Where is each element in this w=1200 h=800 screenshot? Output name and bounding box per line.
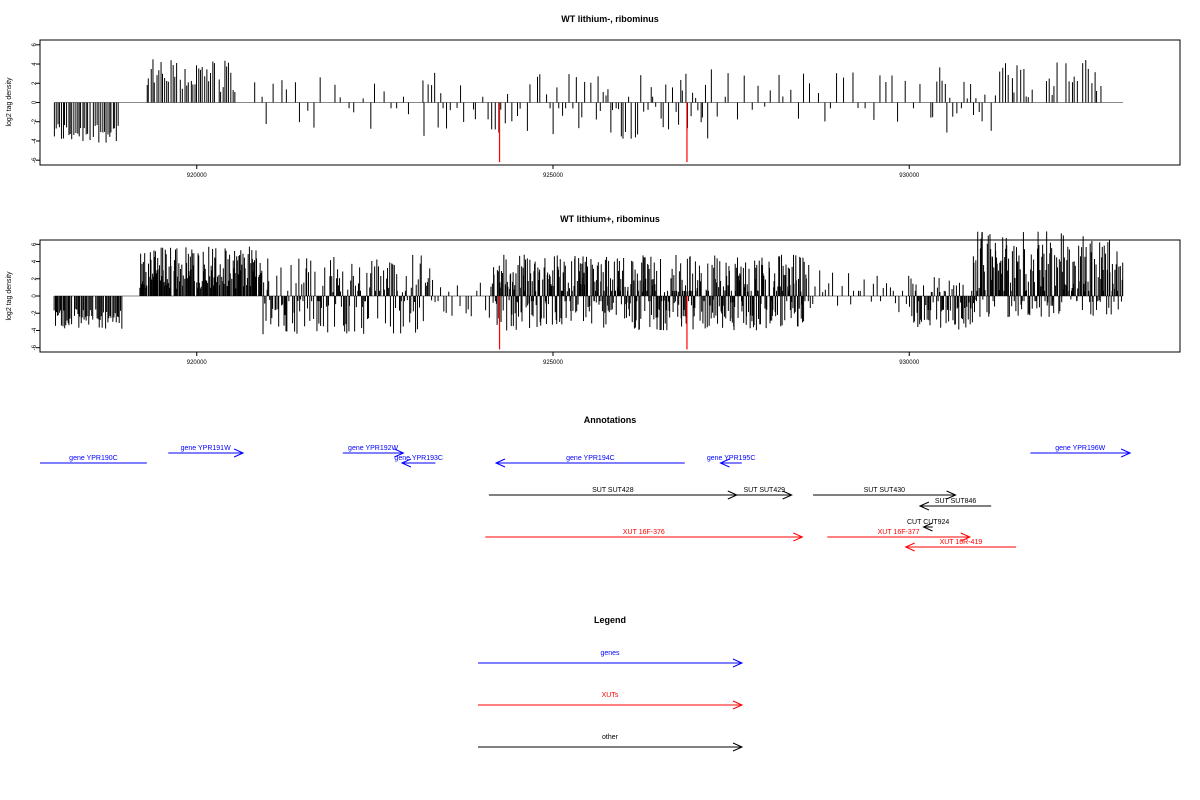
- feature-label: CUT CUT924: [907, 519, 949, 526]
- feature-label: SUT SUT430: [864, 487, 906, 494]
- feature-label: gene YPR193C: [394, 455, 443, 462]
- panel-2-title: WT lithium+, ribominus: [560, 214, 660, 224]
- feature-arrow: [168, 448, 245, 458]
- feature-label: XUT 16F-377: [878, 529, 920, 536]
- feature-arrow: [736, 490, 793, 500]
- x-tick-label: 925000: [543, 360, 564, 366]
- y-tick-label: -4: [32, 138, 38, 144]
- y-tick-label: 4: [32, 259, 38, 263]
- feature-arrow: [918, 501, 992, 511]
- feature-label: gene YPR196W: [1055, 445, 1105, 452]
- y-tick-label: -2: [32, 118, 38, 124]
- legend-panel: Legend genes XUTs other: [478, 615, 744, 752]
- feature-arrow: [342, 448, 405, 458]
- feature-arrow: [485, 532, 804, 542]
- feature-arrow: [827, 532, 972, 542]
- y-tick-label: -6: [32, 157, 38, 163]
- feature-label: XUT 16F-376: [623, 529, 665, 536]
- x-tick-label: 930000: [899, 360, 920, 366]
- feature-label: SUT SUT428: [592, 487, 634, 494]
- x-tick-label: 930000: [899, 173, 920, 179]
- y-tick-label: 0: [32, 100, 38, 104]
- feature-arrow: [494, 458, 685, 468]
- y-tick-label: 2: [32, 81, 38, 85]
- y-tick-label: -6: [32, 344, 38, 350]
- x-tick-label: 920000: [187, 360, 208, 366]
- legend-label: genes: [600, 650, 620, 657]
- legend-title: Legend: [594, 615, 626, 625]
- legend-label: XUTs: [602, 692, 619, 699]
- annotations-title: Annotations: [584, 415, 637, 425]
- panel-2-ylabel: log2 tag density: [6, 271, 13, 321]
- annotations-panel: Annotations gene YPR190C gene YPR191W gene…: [40, 415, 1132, 552]
- y-tick-label: 0: [32, 294, 38, 298]
- feature-label: SUT SUT846: [935, 498, 977, 505]
- feature-arrow: [1030, 448, 1132, 458]
- feature-label: gene YPR194C: [566, 455, 615, 462]
- feature-label: gene YPR195C: [707, 455, 756, 462]
- feature-arrow: [719, 458, 742, 468]
- feature-arrow: [400, 458, 436, 468]
- legend-arrow: [478, 658, 744, 668]
- panel-2-axes: -6 -4 -2 0 2 4 6 920000 925000 930000: [32, 242, 920, 366]
- feature-arrow: [813, 490, 957, 500]
- panel-1-bars: [53, 59, 1123, 163]
- y-tick-label: -2: [32, 310, 38, 316]
- y-tick-label: -4: [32, 327, 38, 333]
- feature-arrow: [922, 522, 933, 532]
- feature-label: gene YPR192W: [348, 445, 398, 452]
- panel-1-ylabel: log2 tag density: [6, 77, 13, 127]
- panel-2-bars: [53, 231, 1124, 350]
- x-tick-label: 920000: [187, 173, 208, 179]
- legend-arrow: [478, 700, 744, 710]
- panel-1-axes: -6 -4 -2 0 2 4 6 920000 925000 930000: [32, 42, 920, 179]
- track-panel-1: WT lithium-, ribominus log2 tag density …: [6, 14, 1181, 179]
- y-tick-label: 4: [32, 62, 38, 66]
- track-panel-2: WT lithium+, ribominus log2 tag density …: [6, 214, 1181, 366]
- y-tick-label: 6: [32, 42, 38, 46]
- panel-1-title: WT lithium-, ribominus: [561, 14, 659, 24]
- legend-arrow: [478, 742, 744, 752]
- feature-label: gene YPR191W: [181, 445, 231, 452]
- feature-label: SUT SUT429: [744, 487, 786, 494]
- y-tick-label: 6: [32, 242, 38, 246]
- feature-label: XUT 16R-419: [940, 539, 983, 546]
- y-tick-label: 2: [32, 276, 38, 280]
- feature-label: gene YPR190C: [69, 455, 118, 462]
- x-tick-label: 925000: [543, 173, 564, 179]
- legend-label: other: [602, 734, 619, 741]
- feature-arrow: [904, 542, 1017, 552]
